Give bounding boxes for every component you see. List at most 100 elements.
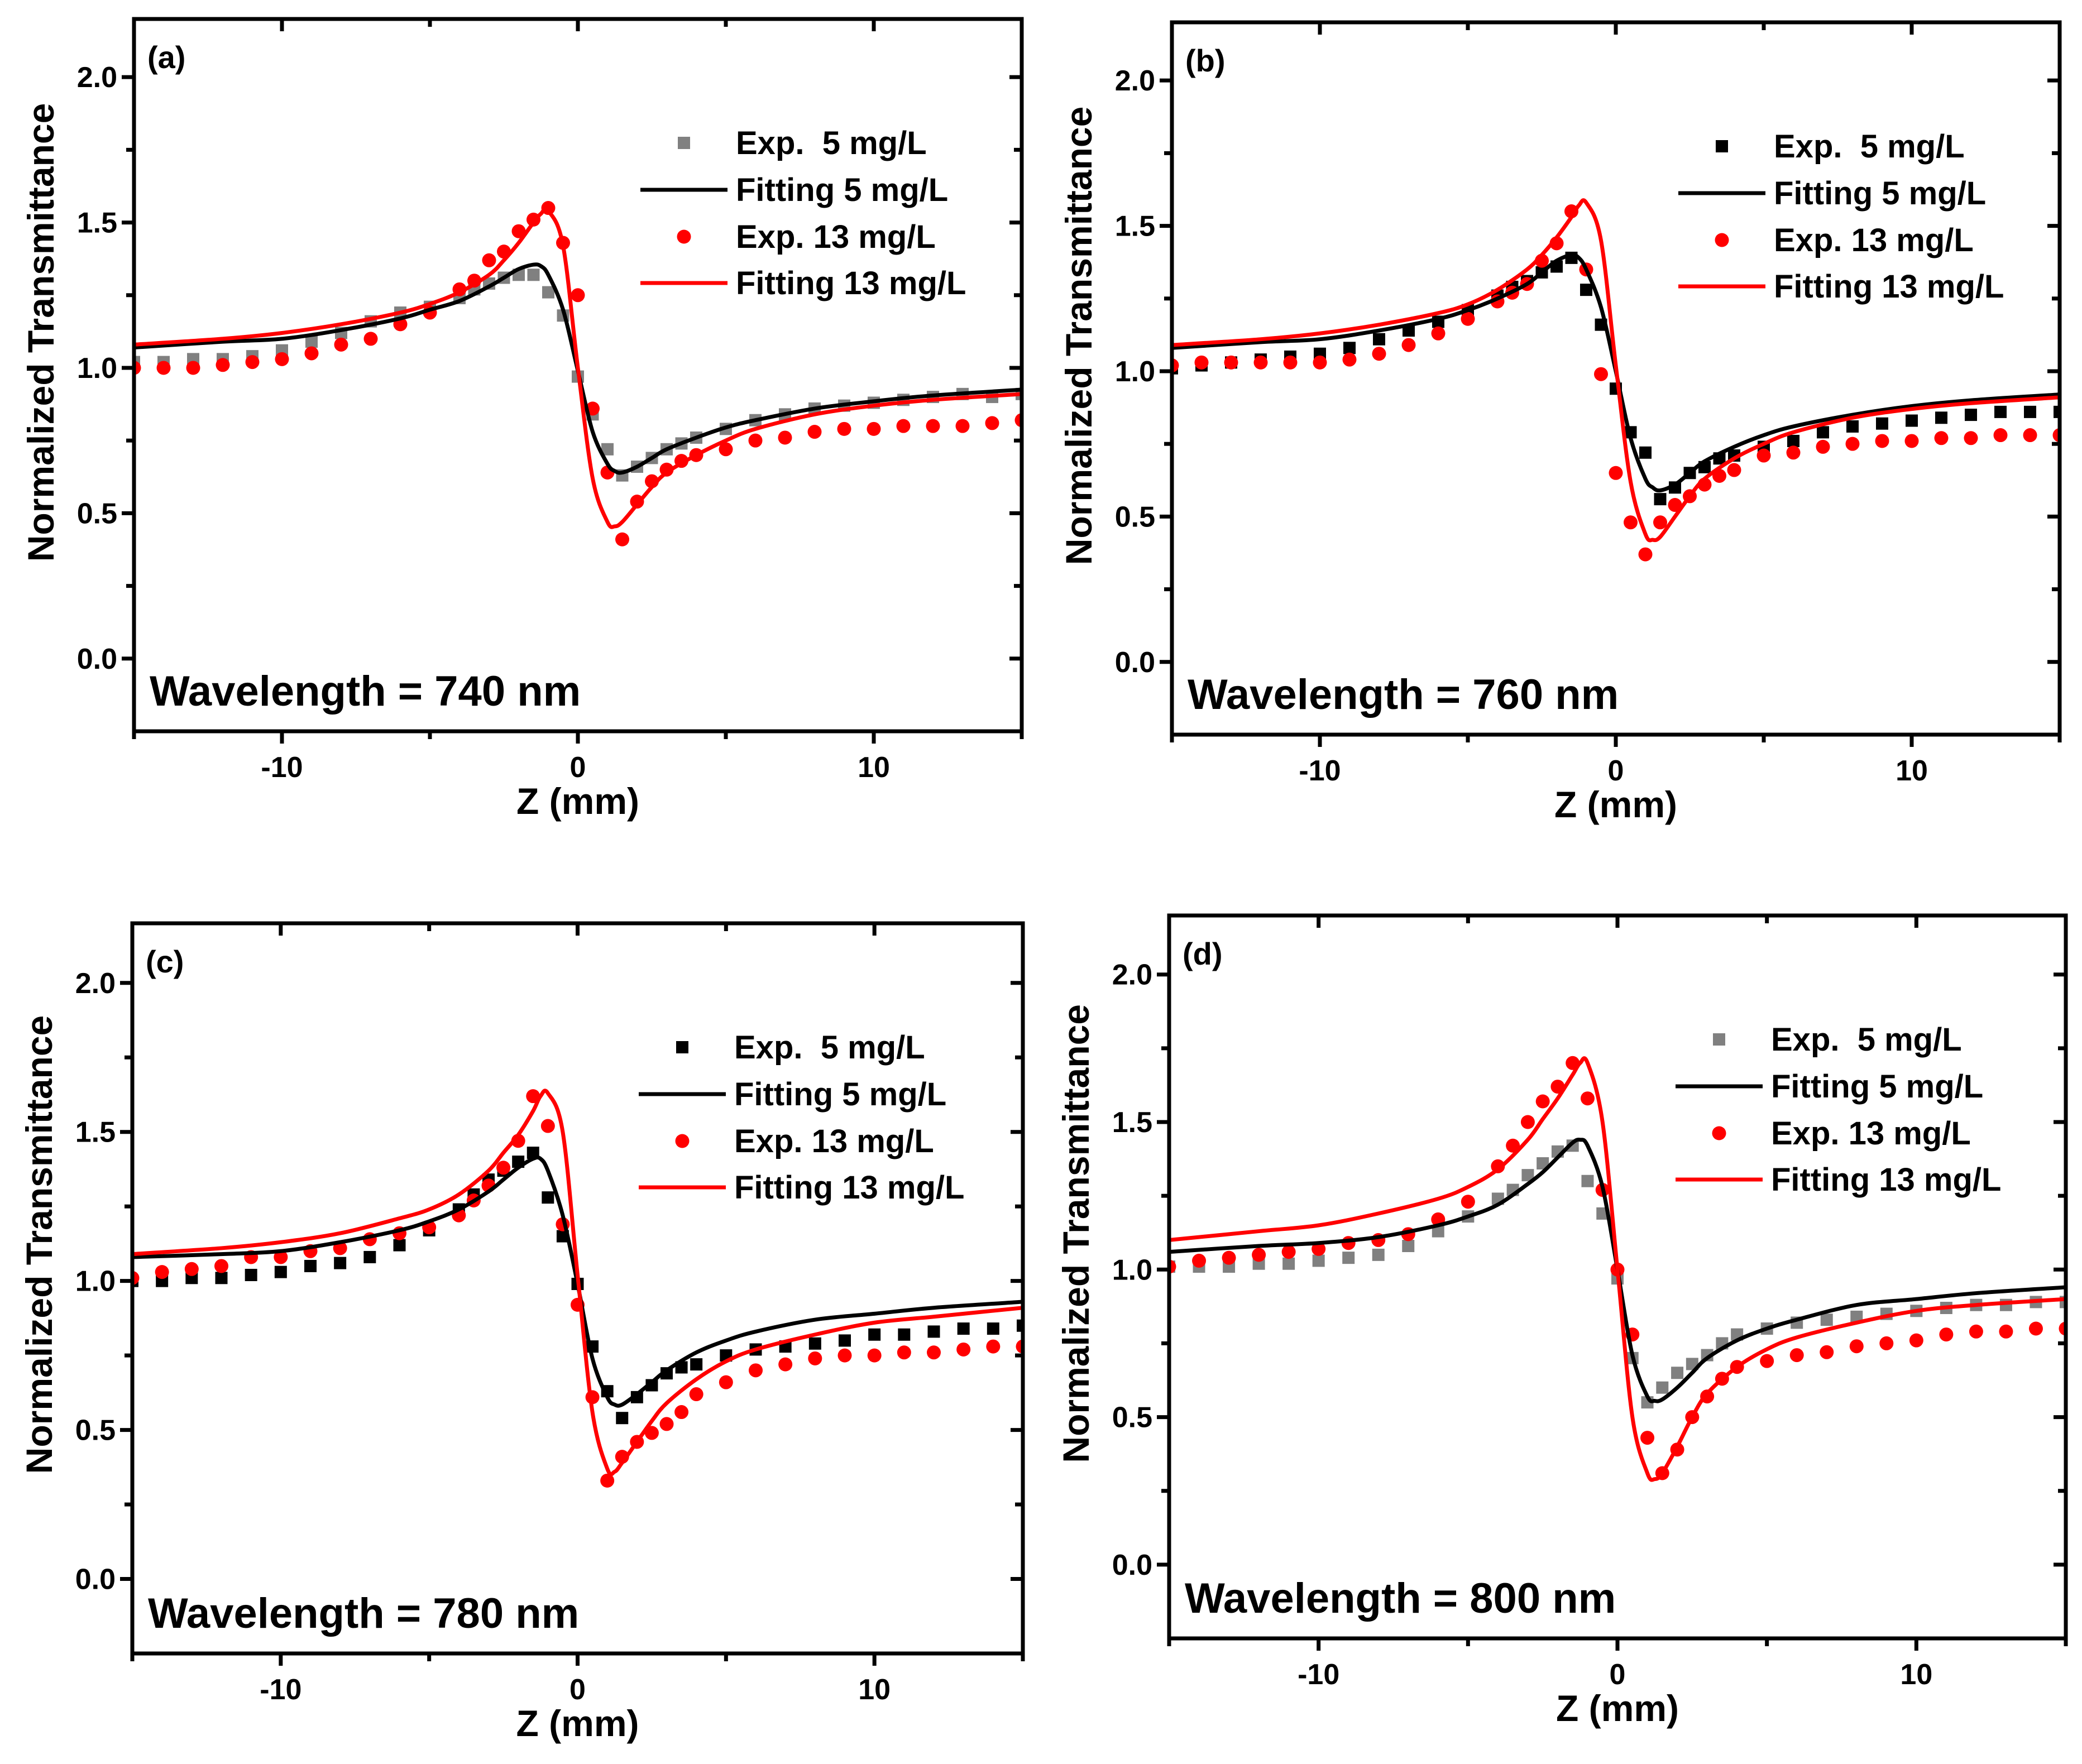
legend-label: Fitting 13 mg/L [734, 1169, 964, 1206]
legend-label: Fitting 5 mg/L [736, 172, 948, 208]
data-point-square [1876, 417, 1888, 430]
data-point-circle [1192, 1253, 1207, 1268]
fit-line-3 [1169, 1056, 2066, 1482]
wavelength-annotation: Wavelength = 760 nm [1188, 671, 1619, 718]
y-tick-label: 1.5 [77, 207, 117, 239]
data-point-circle [1222, 1250, 1236, 1265]
y-tick-label: 2.0 [75, 967, 116, 1000]
data-point-circle [155, 1265, 169, 1279]
chart-c: 0.0 0.5 1.0 1.5 2.0 -10 0 10 Exp. 5 mg/L Fitting … [18, 921, 1025, 1744]
plot-area [132, 1089, 1023, 1488]
wavelength-annotation: Wavelength = 800 nm [1185, 1575, 1616, 1622]
data-point-circle [511, 224, 526, 238]
data-point-square [601, 443, 614, 456]
data-point-square [1817, 426, 1829, 439]
data-point-square [690, 1358, 703, 1371]
y-tick-label: 1.0 [75, 1266, 116, 1298]
x-axis-label: Z (mm) [516, 780, 639, 822]
data-point-square [304, 1259, 317, 1272]
data-point-circle [1372, 347, 1386, 361]
data-point-circle [748, 433, 763, 448]
data-point-square [987, 1322, 999, 1335]
data-point-circle [2023, 428, 2037, 443]
legend-item: Fitting 5 mg/L [1676, 1068, 1983, 1105]
legend-item: Fitting 5 mg/L [1678, 175, 1986, 212]
panel-b: 0.0 0.5 1.0 1.5 2.0 -10 0 10 Exp. 5 mg/L Fitting … [1041, 0, 2082, 871]
legend-item: Fitting 13 mg/L [1676, 1162, 2001, 1198]
x-axis-label: Z (mm) [516, 1703, 639, 1744]
data-point-square [808, 1337, 821, 1350]
data-point-circle [1879, 1336, 1894, 1350]
fit-line-3 [134, 207, 1022, 529]
panel-a: 0.0 0.5 1.0 1.5 2.0 -10 0 10 Exp. 5 mg/L Fitting … [0, 0, 1041, 871]
data-point-square [1373, 333, 1385, 346]
data-point-circle [837, 421, 851, 436]
panel-label: (a) [147, 40, 185, 75]
data-point-square [542, 286, 554, 299]
y-tick-label: 1.5 [1112, 1106, 1152, 1139]
y-tick-label: 1.0 [1112, 1254, 1152, 1286]
data-point-square [898, 1328, 911, 1341]
data-point-circle [482, 253, 496, 267]
x-tick-label: 0 [569, 1674, 586, 1706]
data-point-circle [334, 337, 348, 352]
data-point-square [2060, 1296, 2066, 1308]
wavelength-annotation: Wavelength = 780 nm [148, 1590, 579, 1637]
y-tick-label: 2.0 [1115, 65, 1155, 97]
x-tick-label: 10 [858, 751, 890, 784]
legend-square-icon [1716, 140, 1728, 152]
data-point-square [1580, 284, 1592, 296]
data-point-circle [1624, 515, 1638, 530]
data-point-square [1402, 1240, 1415, 1252]
panel-label: (b) [1185, 43, 1226, 78]
data-point-circle [1727, 463, 1741, 477]
data-point-circle [927, 1345, 941, 1360]
data-point-square [957, 1322, 970, 1335]
legend-item: Fitting 13 mg/L [1678, 269, 2004, 305]
data-point-circle [1461, 1195, 1475, 1209]
data-point-square [215, 1272, 228, 1284]
data-point-circle [1312, 1241, 1326, 1256]
legend-square-icon [678, 137, 690, 149]
y-tick-label: 1.0 [1115, 356, 1155, 388]
data-point-circle [274, 1250, 288, 1264]
legend-label: Exp. 5 mg/L [1771, 1022, 1962, 1058]
legend-label: Exp. 5 mg/L [734, 1029, 925, 1066]
data-point-circle [719, 1375, 733, 1389]
legend-label: Exp. 13 mg/L [736, 219, 936, 255]
data-point-circle [926, 419, 940, 433]
data-point-square [1312, 1254, 1325, 1267]
data-point-square [868, 1328, 881, 1341]
data-point-circle [1904, 434, 1919, 448]
panel-label: (c) [146, 944, 184, 979]
legend-label: Fitting 13 mg/L [1771, 1162, 2001, 1198]
data-point-circle [749, 1363, 763, 1378]
legend-item: Exp. 5 mg/L [676, 1029, 925, 1066]
data-point-circle [156, 361, 171, 375]
legend-label: Exp. 5 mg/L [1774, 128, 1965, 165]
legend-circle-icon [677, 229, 691, 244]
data-point-circle [2028, 1321, 2043, 1336]
x-tick-label: 0 [1610, 1658, 1626, 1691]
legend: Exp. 5 mg/L Fitting 5 mg/L Exp. 13 mg/L Fit… [640, 125, 966, 301]
x-tick-label: 10 [858, 1674, 891, 1706]
x-tick-label: 10 [1900, 1658, 1932, 1691]
y-tick-label: 1.5 [75, 1116, 116, 1149]
data-point-circle [1756, 448, 1771, 463]
x-tick-label: -10 [1299, 755, 1341, 787]
data-point-circle [1520, 1115, 1535, 1129]
data-point-circle [644, 1426, 659, 1440]
y-axis-label: Normalized Transmittance [1058, 107, 1099, 565]
x-axis-label: Z (mm) [1556, 1688, 1679, 1729]
y-axis-label: Normalized Transmittance [1055, 1004, 1097, 1463]
panel-d: 0.0 0.5 1.0 1.5 2.0 -10 0 10 Exp. 5 mg/L Fitting … [1041, 893, 2082, 1764]
y-tick-label: 0.5 [75, 1415, 116, 1447]
data-point-square [334, 1257, 347, 1269]
data-point-circle [674, 1405, 689, 1420]
legend-item: Exp. 13 mg/L [1715, 222, 1974, 258]
data-point-circle [1506, 1138, 1520, 1153]
data-point-circle [496, 1161, 511, 1175]
plot-area [1172, 198, 2060, 562]
data-point-circle [1849, 1339, 1864, 1354]
data-point-square [839, 1334, 851, 1347]
